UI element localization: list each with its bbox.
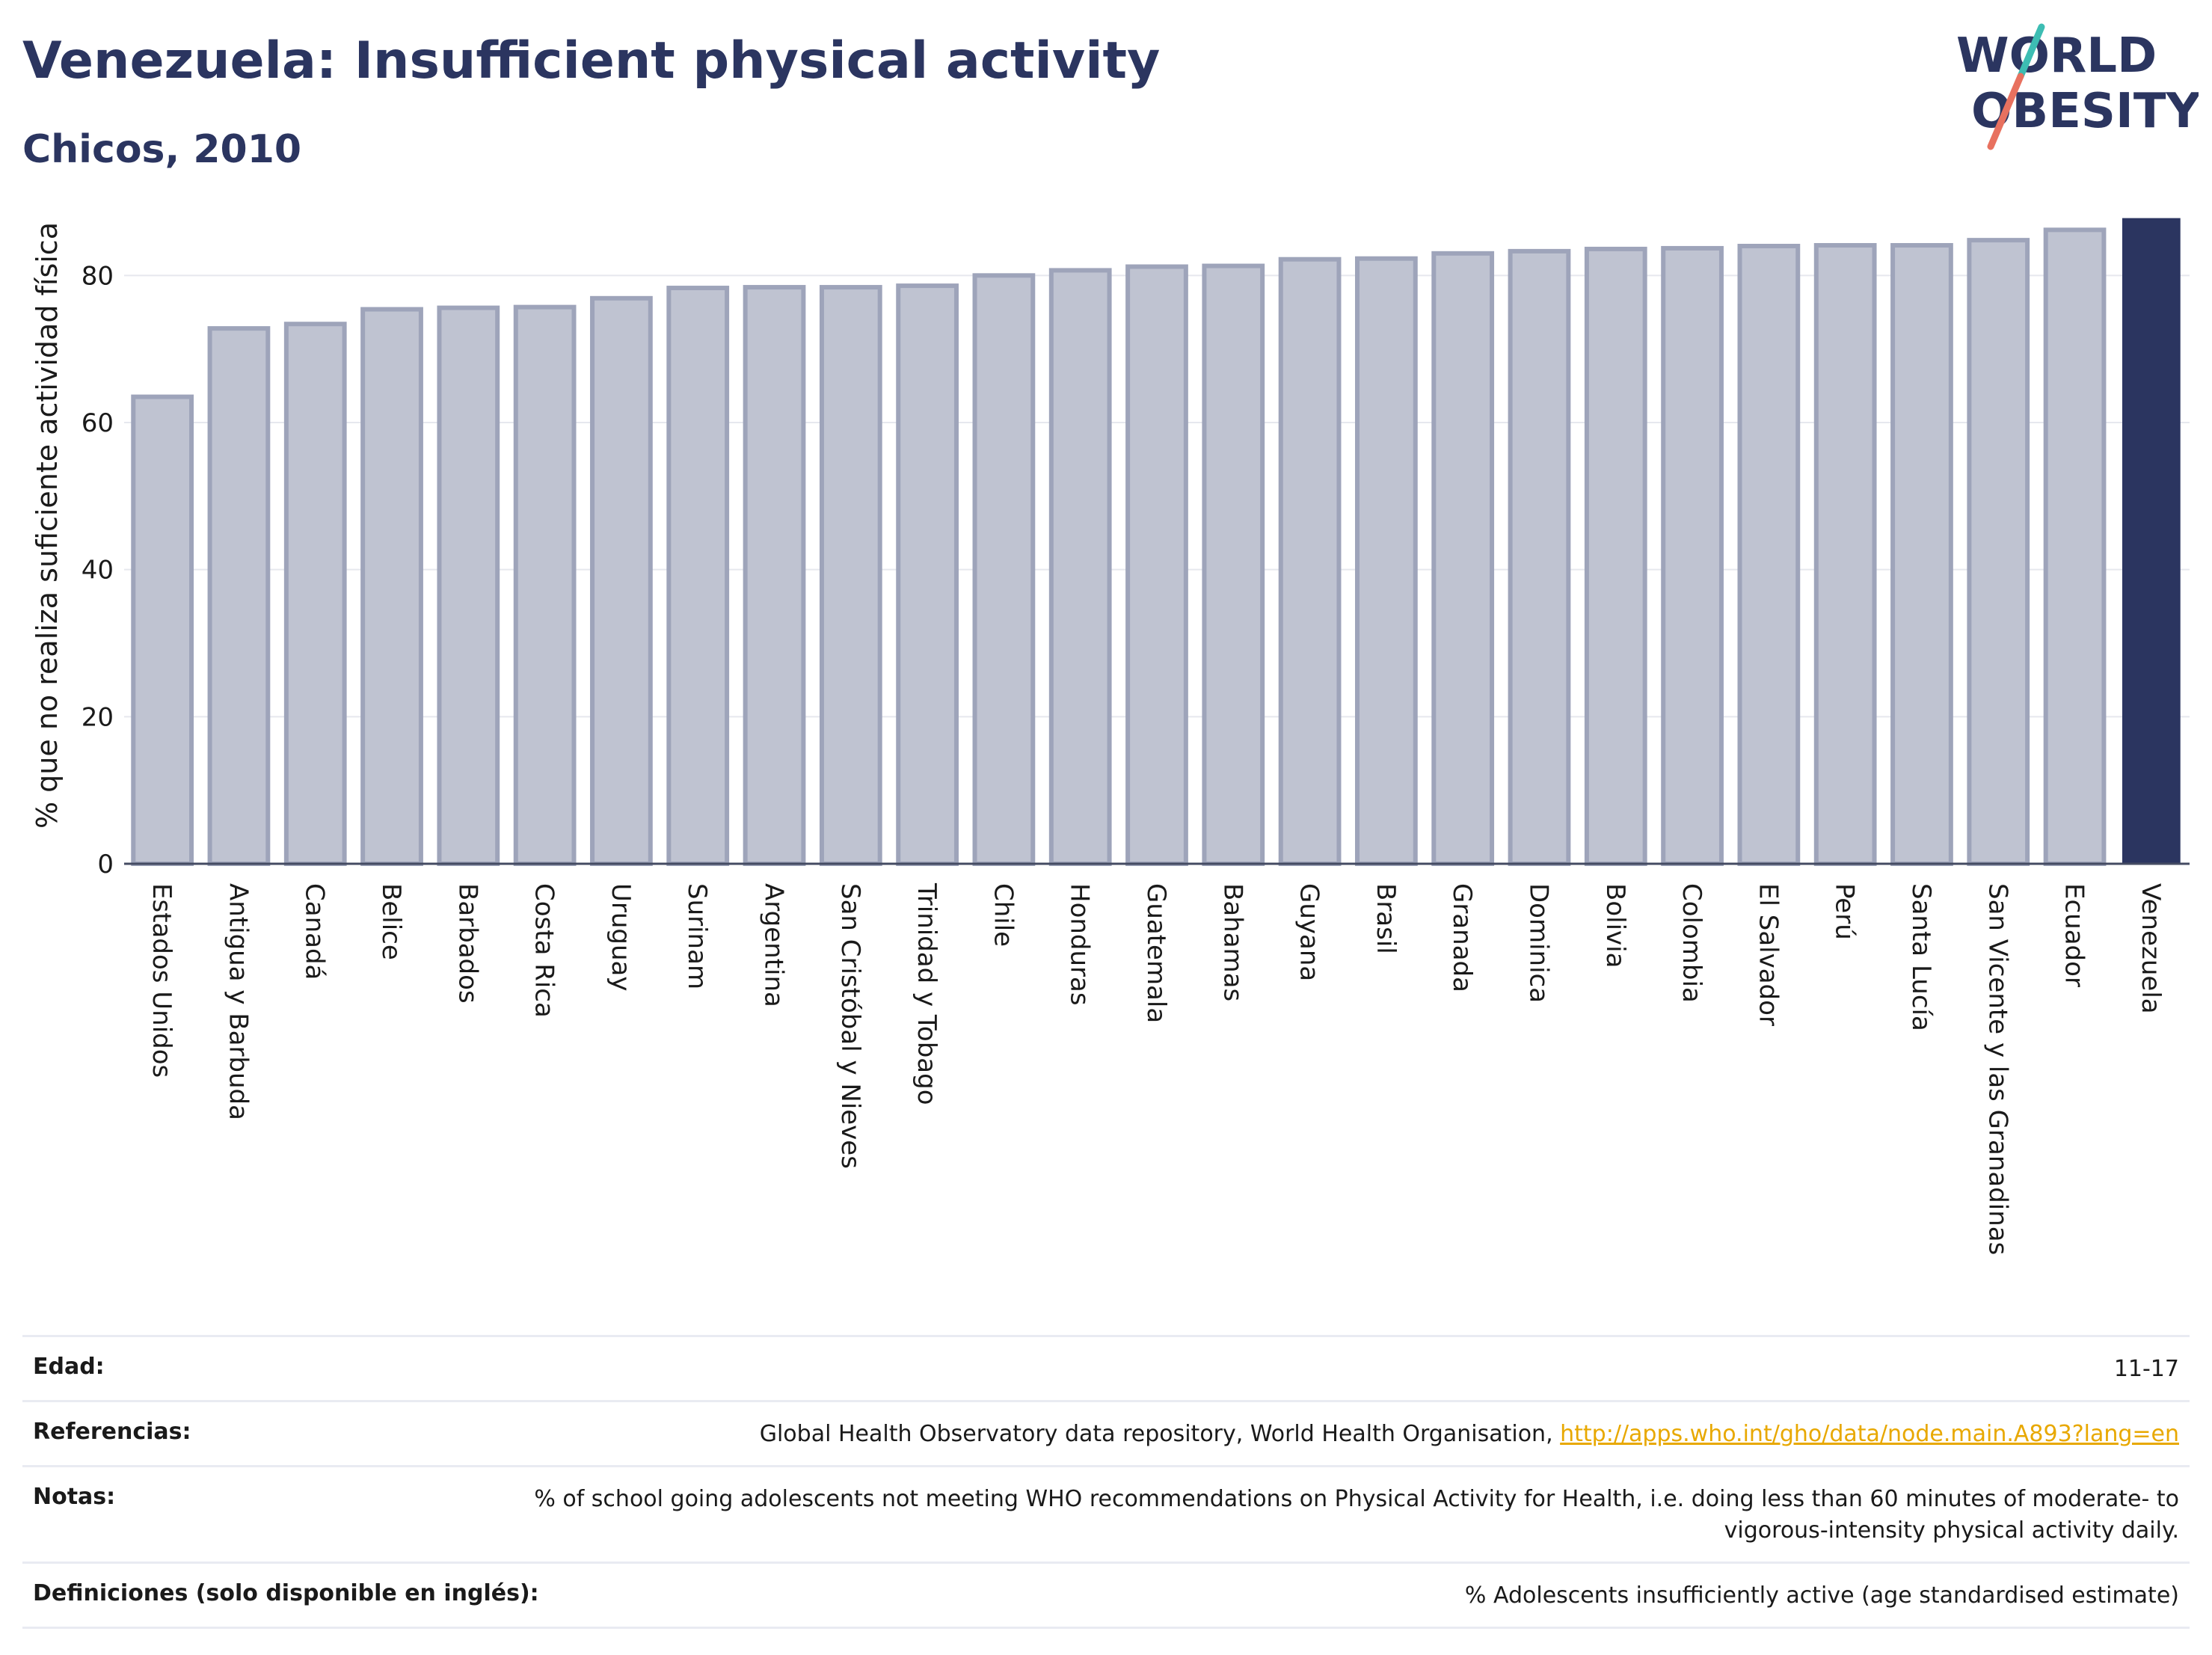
chart-title: Venezuela: Insufficient physical activit… (22, 31, 1161, 90)
info-value: Global Health Observatory data repositor… (760, 1419, 2179, 1450)
x-tick-label: Ecuador (2059, 883, 2089, 987)
logo-slash-coral (1987, 73, 2024, 150)
info-label: Notas: (33, 1484, 116, 1510)
y-tick-label: 20 (82, 702, 114, 732)
x-tick-label: Belice (376, 883, 406, 960)
info-table: Edad: 11-17 Referencias: Global Health O… (22, 1335, 2190, 1629)
bar (1278, 257, 1342, 866)
bar (513, 304, 577, 867)
bar (972, 273, 1036, 867)
reference-text: Global Health Observatory data repositor… (759, 1421, 1561, 1447)
info-row-notes: Notas: % of school going adolescents not… (22, 1465, 2190, 1562)
x-tick-label: Argentina (759, 883, 789, 1007)
x-tick-label: Bahamas (1217, 883, 1247, 1001)
x-tick-label: Trinidad y Tobago (912, 882, 941, 1105)
bar (896, 283, 959, 867)
x-tick-label: Colombia (1677, 883, 1706, 1003)
info-value: % of school going adolescents not meetin… (534, 1486, 2179, 1544)
info-value: % Adolescents insufficiently active (age… (1464, 1582, 2179, 1609)
bar (2122, 218, 2181, 865)
x-tick-label: Barbados (452, 883, 482, 1004)
x-tick-label: Uruguay (606, 883, 636, 992)
bar (1508, 248, 1571, 866)
bar (1661, 245, 1724, 866)
x-tick-label: Perú (1830, 883, 1860, 940)
y-tick-label: 40 (82, 556, 114, 586)
info-label: Definiciones (solo disponible en inglés)… (33, 1580, 539, 1606)
x-tick-label: Bolivia (1600, 883, 1630, 968)
y-tick-label: 0 (97, 850, 114, 879)
x-tick-label: Canadá (300, 883, 330, 980)
bar (1584, 246, 1647, 866)
bar (819, 285, 882, 867)
x-tick-label: El Salvador (1753, 883, 1783, 1026)
bar (743, 285, 806, 867)
bar (1737, 244, 1801, 866)
bar (1202, 263, 1265, 866)
x-tick-label: Brasil (1371, 883, 1401, 954)
info-row-references: Referencias: Global Health Observatory d… (22, 1400, 2190, 1465)
bar (1813, 243, 1877, 866)
x-tick-label: Santa Lucía (1906, 883, 1936, 1031)
x-tick-label: San Cristóbal y Nieves (835, 883, 865, 1169)
bar (2043, 227, 2107, 867)
reference-link[interactable]: http://apps.who.int/gho/data/node.main.A… (1560, 1421, 2179, 1447)
x-tick-label: Guyana (1294, 883, 1324, 981)
x-tick-label: Estados Unidos (147, 883, 176, 1078)
y-tick-label: 60 (82, 408, 114, 438)
world-obesity-logo: WORLD OBESITY (1956, 23, 2199, 150)
bar (437, 305, 500, 867)
chart-subtitle: Chicos, 2010 (22, 127, 302, 172)
x-tick-label: Honduras (1065, 883, 1095, 1006)
bar (666, 286, 730, 866)
bar (1355, 256, 1418, 866)
info-row-definitions: Definiciones (solo disponible en inglés)… (22, 1562, 2190, 1629)
info-row-age: Edad: 11-17 (22, 1335, 2190, 1400)
x-tick-label: Guatemala (1141, 883, 1171, 1023)
x-tick-label: Antigua y Barbuda (223, 883, 253, 1120)
bar (590, 295, 653, 867)
x-tick-label: San Vicente y las Granadinas (1982, 883, 2012, 1255)
bar-chart: 0 20 40 60 80 % que no realiza suficiente act… (31, 218, 2190, 1255)
x-tick-label: Dominica (1523, 883, 1553, 1003)
x-tick-label: Surinam (682, 883, 712, 989)
bar (1967, 238, 2030, 866)
y-axis-label: % que no realiza suficiente actividad fí… (31, 222, 64, 829)
bar (131, 394, 194, 866)
bar (1125, 264, 1188, 866)
y-tick-label: 80 (82, 261, 114, 291)
logo-slash-teal (2017, 23, 2045, 80)
bar (1431, 251, 1495, 867)
bar (1890, 243, 1953, 866)
info-label: Referencias: (33, 1419, 191, 1445)
bar (207, 326, 271, 866)
bar (283, 322, 347, 866)
bar (360, 307, 423, 867)
x-tick-label: Venezuela (2136, 883, 2166, 1014)
info-label: Edad: (33, 1354, 105, 1380)
info-value: 11-17 (2113, 1356, 2179, 1382)
bar (1048, 268, 1112, 866)
logo-line1: WORLD (1956, 28, 2157, 84)
x-tick-label: Chile (988, 883, 1018, 947)
x-tick-label: Granada (1447, 883, 1477, 992)
x-tick-label: Costa Rica (529, 883, 559, 1018)
